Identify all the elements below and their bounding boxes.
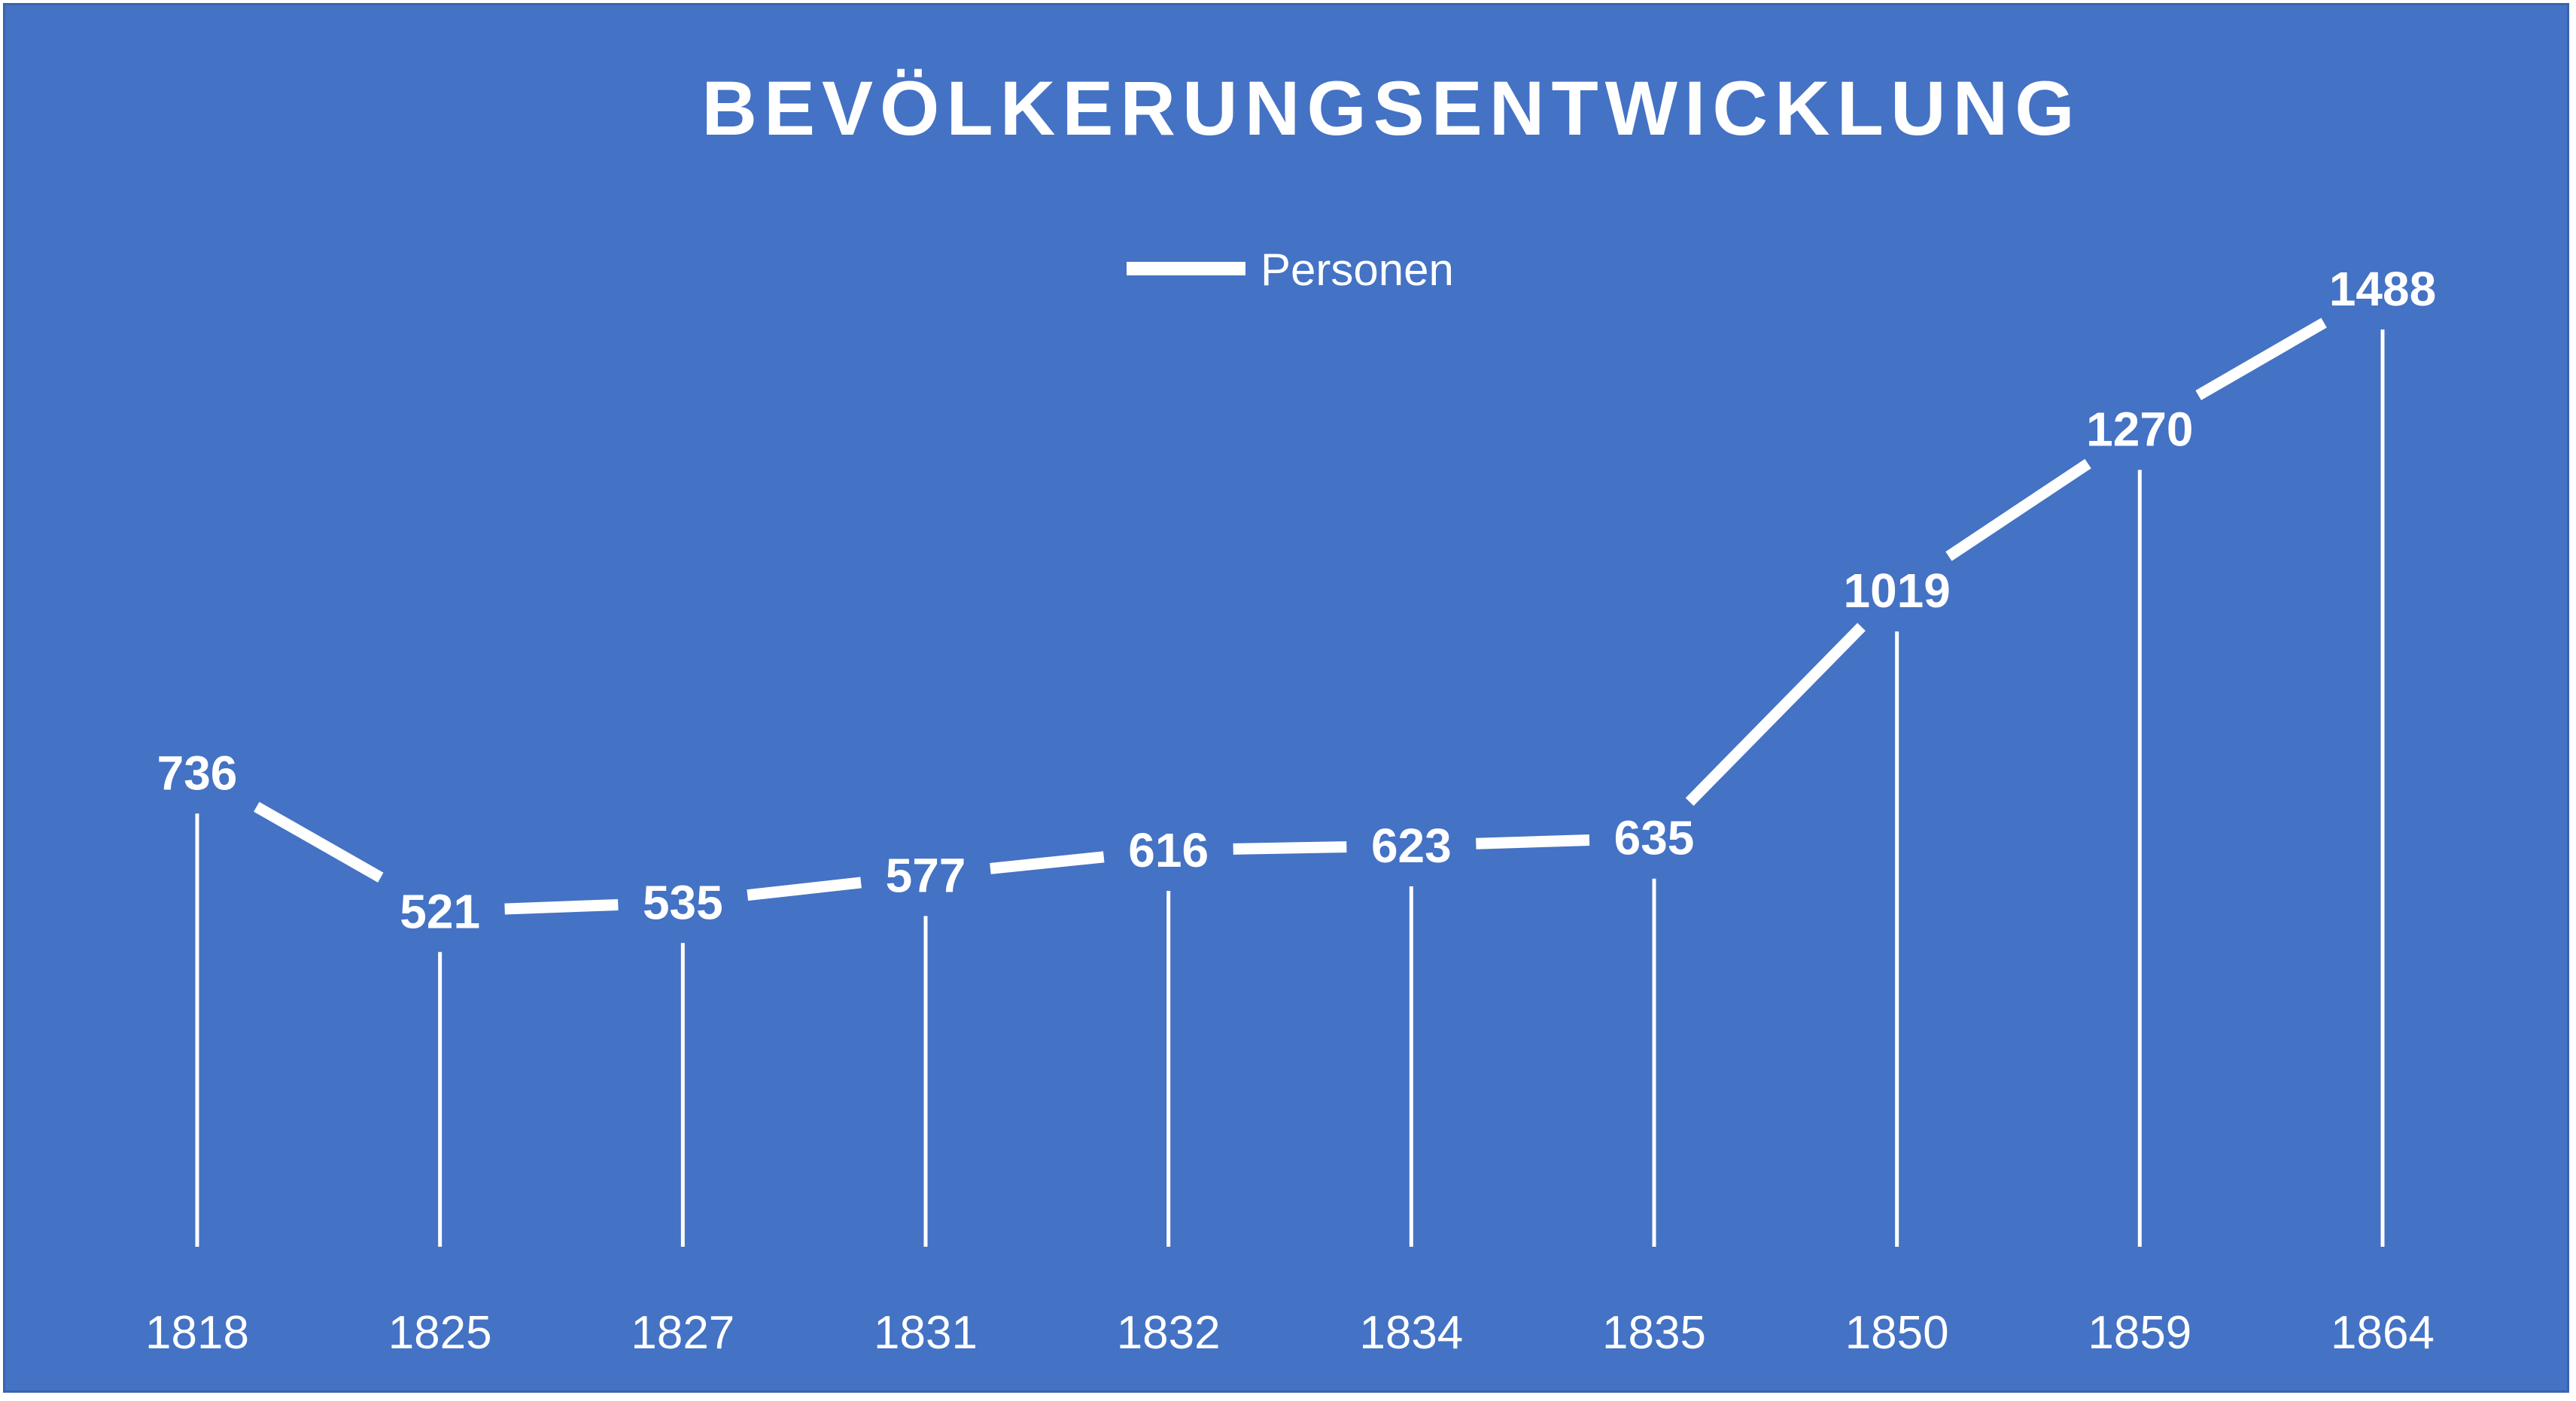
- line-segment-1825-1827: [504, 898, 619, 915]
- legend: Personen: [1127, 245, 1454, 295]
- x-tick-label-1859: 1859: [2088, 1307, 2191, 1359]
- line-segment-1827-1831: [747, 877, 862, 901]
- data-label-1832: 616: [1128, 823, 1209, 877]
- data-label-1850: 1019: [1843, 564, 1950, 618]
- data-label-1834: 623: [1371, 819, 1452, 873]
- x-tick-label-1834: 1834: [1359, 1307, 1463, 1359]
- data-label-1835: 635: [1614, 811, 1695, 865]
- line-chart: BEVÖLKERUNGSENTWICKLUNG Personen 736 521 5…: [145, 65, 2437, 1359]
- line-segment-1818-1825: [254, 801, 384, 883]
- x-tick-label-1835: 1835: [1602, 1307, 1706, 1359]
- chart-title: BEVÖLKERUNGSENTWICKLUNG: [701, 65, 2081, 151]
- data-label-1818: 736: [157, 746, 238, 800]
- x-tick-label-1864: 1864: [2331, 1307, 2435, 1359]
- series-line-personen: [254, 318, 2327, 915]
- x-tick-label-1850: 1850: [1845, 1307, 1949, 1359]
- x-tick-label-1827: 1827: [631, 1307, 734, 1359]
- x-axis-tick-labels: 1818 1825 1827 1831 1832 1834 1835 1850 1859 1864: [145, 1307, 2435, 1359]
- line-segment-1835-1850: [1685, 622, 1866, 806]
- data-label-1831: 577: [886, 848, 966, 902]
- x-tick-label-1825: 1825: [388, 1307, 492, 1359]
- data-label-1827: 535: [643, 875, 723, 929]
- x-tick-label-1831: 1831: [874, 1307, 978, 1359]
- data-label-1859: 1270: [2086, 402, 2193, 456]
- data-label-1864: 1488: [2329, 262, 2436, 316]
- line-segment-1834-1835: [1476, 834, 1590, 849]
- drop-lines: [195, 329, 2385, 1247]
- line-segment-1832-1834: [1233, 841, 1347, 855]
- chart-area: BEVÖLKERUNGSENTWICKLUNG Personen 736 521 5…: [3, 3, 2569, 1393]
- x-tick-label-1818: 1818: [145, 1307, 249, 1359]
- legend-label: Personen: [1261, 245, 1454, 295]
- x-tick-label-1832: 1832: [1117, 1307, 1221, 1359]
- line-segment-1850-1859: [1945, 458, 2091, 561]
- line-segment-1831-1832: [990, 851, 1105, 874]
- data-label-1825: 521: [400, 884, 480, 938]
- data-labels: 736 521 535 577 616 623 635 1019 1270 1488: [157, 262, 2437, 938]
- line-segment-1859-1864: [2195, 318, 2327, 400]
